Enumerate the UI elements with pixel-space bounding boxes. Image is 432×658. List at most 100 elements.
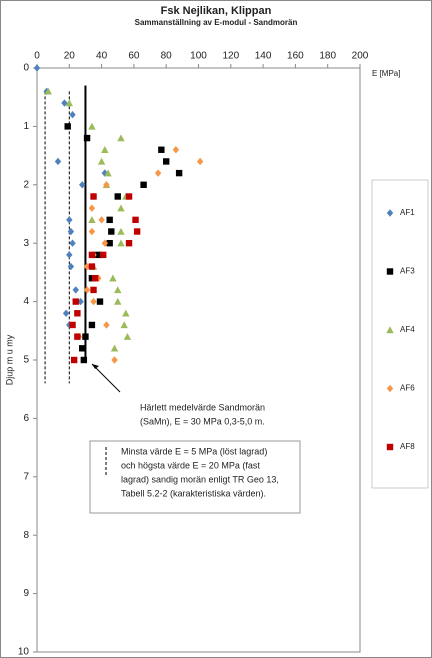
annotation-text: Minsta värde E = 5 MPa (löst lagrad) [121, 446, 267, 456]
point [79, 345, 86, 352]
point [88, 216, 96, 224]
point [101, 146, 109, 153]
chart-subtitle: Sammanställning av E-modul - Sandmorän [135, 18, 298, 27]
point [72, 286, 79, 294]
legend-marker [386, 268, 394, 275]
point [163, 158, 170, 165]
point [108, 228, 115, 235]
annotation-text: och högsta värde E = 20 MPa (fast [121, 460, 260, 470]
point [74, 333, 81, 340]
point [106, 240, 113, 247]
legend-marker [386, 326, 394, 334]
point [44, 87, 53, 95]
chart-title: Fsk Nejlikan, Klippan [161, 5, 272, 17]
point [114, 297, 122, 305]
y-tick-label: 5 [23, 355, 29, 366]
point [82, 333, 89, 340]
y-tick-label: 3 [23, 238, 29, 249]
point [90, 193, 97, 200]
legend-marker [386, 384, 394, 393]
point [123, 332, 132, 340]
annotation-box [89, 440, 301, 514]
point [172, 146, 180, 154]
point [66, 251, 73, 259]
point [196, 157, 204, 166]
legend-label: AF3 [400, 267, 415, 276]
arrow-head [92, 364, 99, 369]
point [120, 321, 128, 329]
point [67, 262, 75, 271]
x-axis-label: E [MPa] [372, 69, 400, 78]
point [88, 204, 96, 212]
point [109, 274, 117, 282]
point [95, 251, 102, 259]
legend-marker [386, 443, 394, 451]
point [91, 275, 99, 282]
point [175, 169, 183, 177]
point [117, 204, 125, 212]
legend [371, 179, 429, 489]
point [69, 321, 76, 329]
point [111, 356, 118, 364]
x-tick-label: 180 [319, 51, 336, 62]
point [83, 262, 91, 271]
point [83, 286, 91, 294]
x-tick-label: 100 [190, 51, 207, 62]
point [88, 321, 96, 329]
legend-label: AF6 [400, 384, 415, 393]
point [65, 99, 73, 107]
point [72, 298, 79, 305]
x-tick-label: 200 [352, 51, 369, 62]
y-tick-label: 1 [23, 121, 29, 132]
point [69, 111, 76, 119]
point [100, 251, 107, 259]
point [133, 228, 141, 235]
y-axis-label: Djup m u my [4, 334, 14, 385]
y-tick-label: 2 [23, 179, 29, 190]
point [103, 181, 110, 189]
point [79, 181, 86, 189]
point [61, 99, 68, 107]
y-tick-label: 0 [23, 63, 29, 74]
point [101, 239, 109, 247]
y-tick-label: 7 [23, 471, 29, 482]
legend-label: AF8 [400, 442, 415, 451]
point [70, 356, 78, 364]
point [67, 227, 75, 236]
point [64, 123, 71, 130]
annotation-text: (SaMn), E = 30 MPa 0,3-5,0 m. [140, 416, 265, 426]
annotation-text: lagrad) sandig morän enligt TR Geo 13, [121, 474, 279, 484]
x-tick-label: 0 [34, 51, 40, 62]
point [74, 310, 81, 317]
x-tick-label: 120 [222, 51, 239, 62]
point [158, 146, 165, 153]
y-tick-label: 10 [18, 647, 30, 658]
point [80, 356, 88, 364]
point [88, 227, 96, 236]
point [90, 297, 97, 306]
point [114, 286, 122, 294]
x-tick-label: 140 [255, 51, 272, 62]
point [66, 216, 73, 224]
point [104, 169, 112, 177]
point [117, 239, 125, 247]
point [69, 239, 76, 247]
legend-label: AF1 [400, 208, 415, 217]
point [106, 216, 113, 224]
point [114, 193, 121, 200]
point [88, 122, 96, 130]
point [54, 157, 62, 166]
point [88, 251, 96, 259]
point [103, 321, 110, 329]
point [122, 309, 130, 317]
x-tick-label: 40 [96, 51, 108, 62]
annotation-text: Tabell 5.2-2 (karakteristiska värden). [121, 488, 266, 498]
point [117, 134, 125, 142]
legend-marker [386, 209, 394, 217]
point [90, 286, 97, 294]
point [96, 298, 104, 305]
point [97, 157, 106, 165]
point [125, 193, 133, 200]
x-tick-label: 160 [287, 51, 304, 62]
